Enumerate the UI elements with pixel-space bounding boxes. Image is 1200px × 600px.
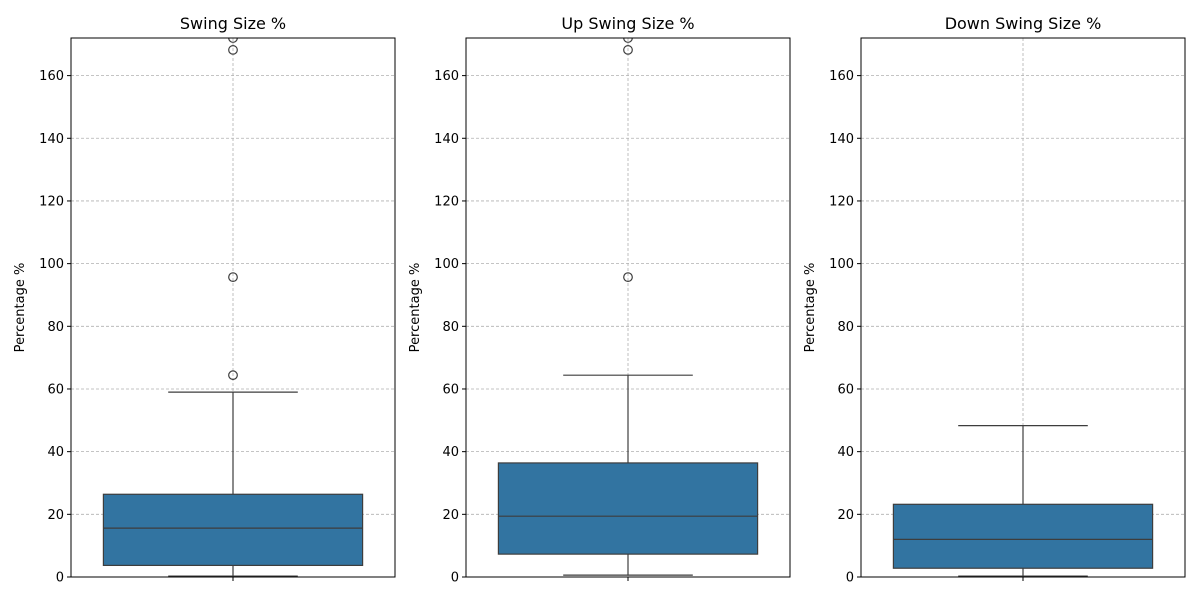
y-tick-label: 100	[39, 257, 64, 272]
plot-area	[892, 425, 1154, 577]
y-tick-label: 40	[837, 445, 854, 460]
y-tick-label: 160	[39, 69, 64, 84]
y-tick-label: 80	[442, 320, 459, 335]
y-tick-label: 120	[434, 194, 459, 209]
outlier-point	[228, 370, 238, 381]
plot-area	[497, 38, 759, 576]
outlier-point	[623, 45, 633, 55]
outlier-point	[228, 272, 238, 283]
subplot-2: 0 20 40 60 80 100 120 140 160 Up Swing Size % Perc…	[408, 14, 791, 586]
y-tick-label: 120	[829, 194, 854, 209]
y-tick-label: 0	[56, 571, 64, 586]
outlier-point	[623, 272, 633, 283]
chart-title: Swing Size %	[180, 14, 286, 33]
y-axis-label: Percentage %	[13, 263, 28, 353]
y-axis-label: Percentage %	[803, 263, 818, 353]
y-tick-label: 20	[442, 508, 459, 523]
y-tick-label: 20	[837, 508, 854, 523]
y-tick-label: 100	[829, 257, 854, 272]
y-tick-label: 160	[829, 69, 854, 84]
y-tick-label: 0	[846, 571, 854, 586]
y-tick-label: 120	[39, 194, 64, 209]
y-tick-label: 140	[39, 132, 64, 147]
y-tick-label: 140	[434, 132, 459, 147]
iqr-box	[497, 462, 759, 555]
y-tick-label: 40	[442, 445, 459, 460]
chart-title: Up Swing Size %	[561, 14, 694, 33]
y-tick-label: 40	[47, 445, 64, 460]
y-tick-label: 160	[434, 69, 459, 84]
y-tick-label: 60	[47, 382, 64, 397]
iqr-box	[892, 503, 1154, 569]
y-tick-label: 20	[47, 508, 64, 523]
plot-area	[102, 38, 364, 577]
y-tick-label: 140	[829, 132, 854, 147]
y-tick-label: 80	[47, 320, 64, 335]
outlier-point	[228, 45, 238, 55]
y-tick-label: 0	[451, 571, 459, 586]
y-tick-label: 60	[837, 382, 854, 397]
y-tick-label: 80	[837, 320, 854, 335]
iqr-box	[102, 493, 364, 567]
y-tick-label: 60	[442, 382, 459, 397]
subplot-1: 0 20 40 60 80 100 120 140 160 Swing Size % Percent…	[13, 14, 396, 586]
chart-title: Down Swing Size %	[945, 14, 1102, 33]
y-tick-label: 100	[434, 257, 459, 272]
y-axis-label: Percentage %	[408, 263, 423, 353]
subplot-3: 0 20 40 60 80 100 120 140 160 Down Swing Size % Pe…	[803, 14, 1186, 586]
